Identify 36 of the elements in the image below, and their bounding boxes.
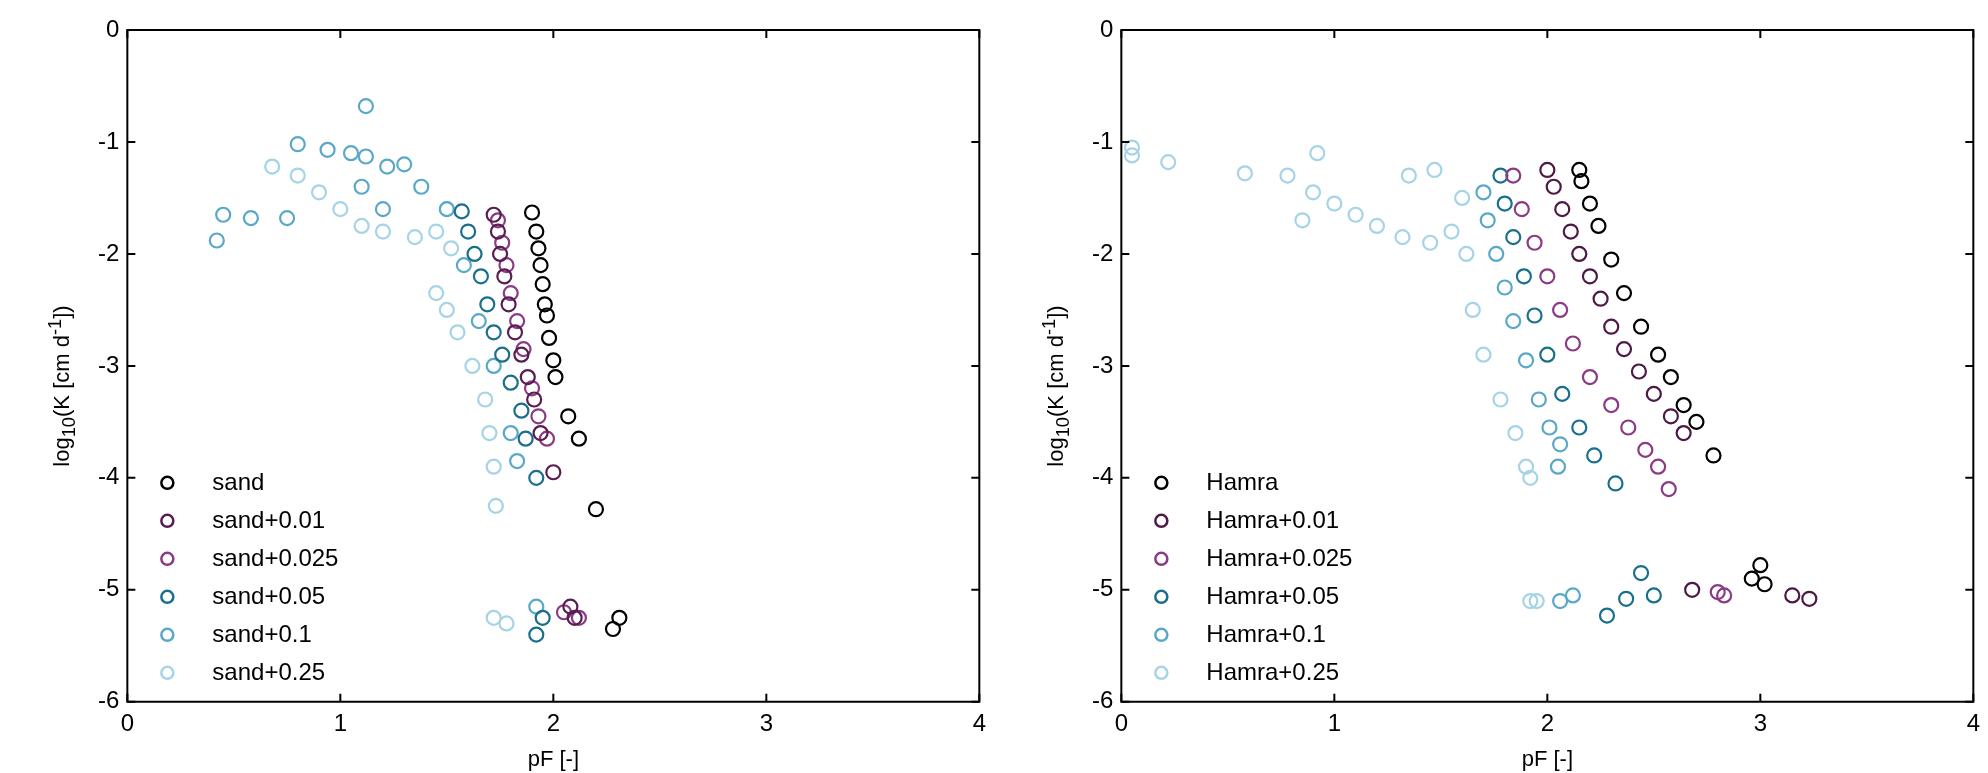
legend-label: sand+0.1 [212,620,312,648]
legend-label: Hamra+0.25 [1206,658,1340,686]
y-tick-label: -6 [98,686,120,714]
y-tick-label: -2 [1092,238,1114,266]
legend-label: sand+0.01 [212,506,326,534]
legend-label: Hamra+0.1 [1206,620,1326,648]
x-tick-label: 2 [1540,708,1555,736]
legend-label: sand+0.05 [212,582,326,610]
y-tick-label: 0 [105,14,120,42]
x-axis-title: pF [-] [1521,745,1573,771]
y-tick-label: -6 [1092,686,1114,714]
y-tick-label: -5 [1092,574,1114,602]
x-tick-label: 1 [1327,708,1342,736]
y-tick-label: -1 [98,126,120,154]
legend-label: Hamra+0.05 [1206,582,1340,610]
x-tick-label: 1 [333,708,348,736]
legend-label: Hamra+0.01 [1206,506,1340,534]
y-tick-label: -4 [1092,462,1114,490]
legend-label: sand+0.025 [212,544,339,572]
x-axis-title: pF [-] [527,745,579,771]
legend-label: sand+0.25 [212,658,326,686]
y-tick-label: -1 [1092,126,1114,154]
y-tick-label: -3 [98,350,120,378]
y-tick-label: -5 [98,574,120,602]
y-tick-label: -4 [98,462,120,490]
x-tick-label: 3 [1753,708,1768,736]
x-tick-label: 4 [972,708,987,736]
legend-label: Hamra [1206,468,1279,496]
x-tick-label: 2 [546,708,561,736]
y-tick-label: 0 [1099,14,1114,42]
y-tick-label: -2 [98,238,120,266]
legend-label: Hamra+0.025 [1206,544,1353,572]
y-tick-label: -3 [1092,350,1114,378]
legend-label: sand [212,468,265,496]
x-tick-label: 4 [1966,708,1981,736]
x-tick-label: 3 [759,708,774,736]
